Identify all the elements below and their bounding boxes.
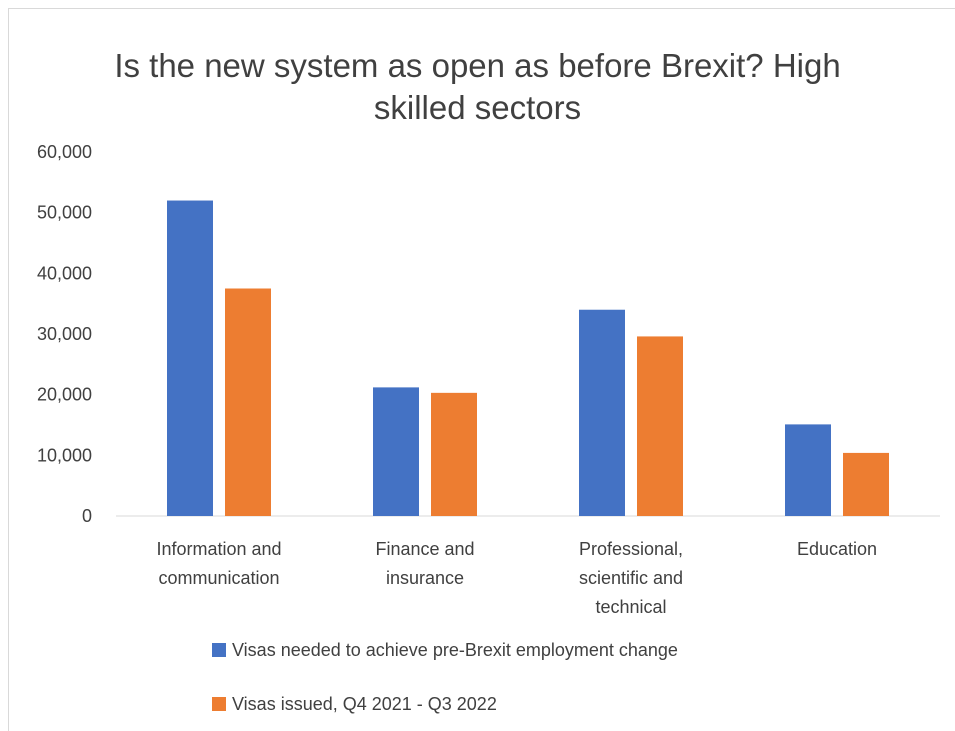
bar-3-0	[785, 424, 831, 516]
y-tick-label: 60,000	[37, 142, 92, 162]
x-category-label: Information and	[156, 539, 281, 559]
x-category-label: insurance	[386, 568, 464, 588]
bar-1-0	[373, 387, 419, 516]
x-category-label: communication	[158, 568, 279, 588]
x-category-label: scientific and	[579, 568, 683, 588]
legend-label-issued: Visas issued, Q4 2021 - Q3 2022	[232, 693, 497, 714]
bar-0-1	[225, 288, 271, 516]
x-category-label: technical	[595, 597, 666, 617]
x-category-label: Professional,	[579, 539, 683, 559]
legend-item-issued: Visas issued, Q4 2021 - Q3 2022	[212, 692, 497, 716]
bar-1-1	[431, 392, 477, 516]
legend-item-needed: Visas needed to achieve pre-Brexit emplo…	[212, 638, 678, 662]
legend-swatch-needed	[212, 643, 226, 657]
legend-label-needed: Visas needed to achieve pre-Brexit emplo…	[232, 639, 678, 660]
y-tick-label: 0	[82, 506, 92, 526]
x-category-label: Education	[797, 539, 877, 559]
y-tick-label: 30,000	[37, 324, 92, 344]
legend-swatch-issued	[212, 697, 226, 711]
chart-title-line-1: Is the new system as open as before Brex…	[114, 47, 841, 84]
bar-0-0	[167, 200, 213, 517]
y-tick-label: 20,000	[37, 385, 92, 405]
y-tick-label: 40,000	[37, 263, 92, 283]
chart-title-line-2: skilled sectors	[373, 89, 582, 126]
bar-3-1	[843, 452, 889, 516]
y-tick-label: 50,000	[37, 203, 92, 223]
y-tick-label: 10,000	[37, 445, 92, 465]
bar-2-0	[579, 309, 625, 516]
bar-2-1	[637, 336, 683, 516]
x-category-label: Finance and	[375, 539, 474, 559]
chart-frame	[8, 8, 955, 731]
